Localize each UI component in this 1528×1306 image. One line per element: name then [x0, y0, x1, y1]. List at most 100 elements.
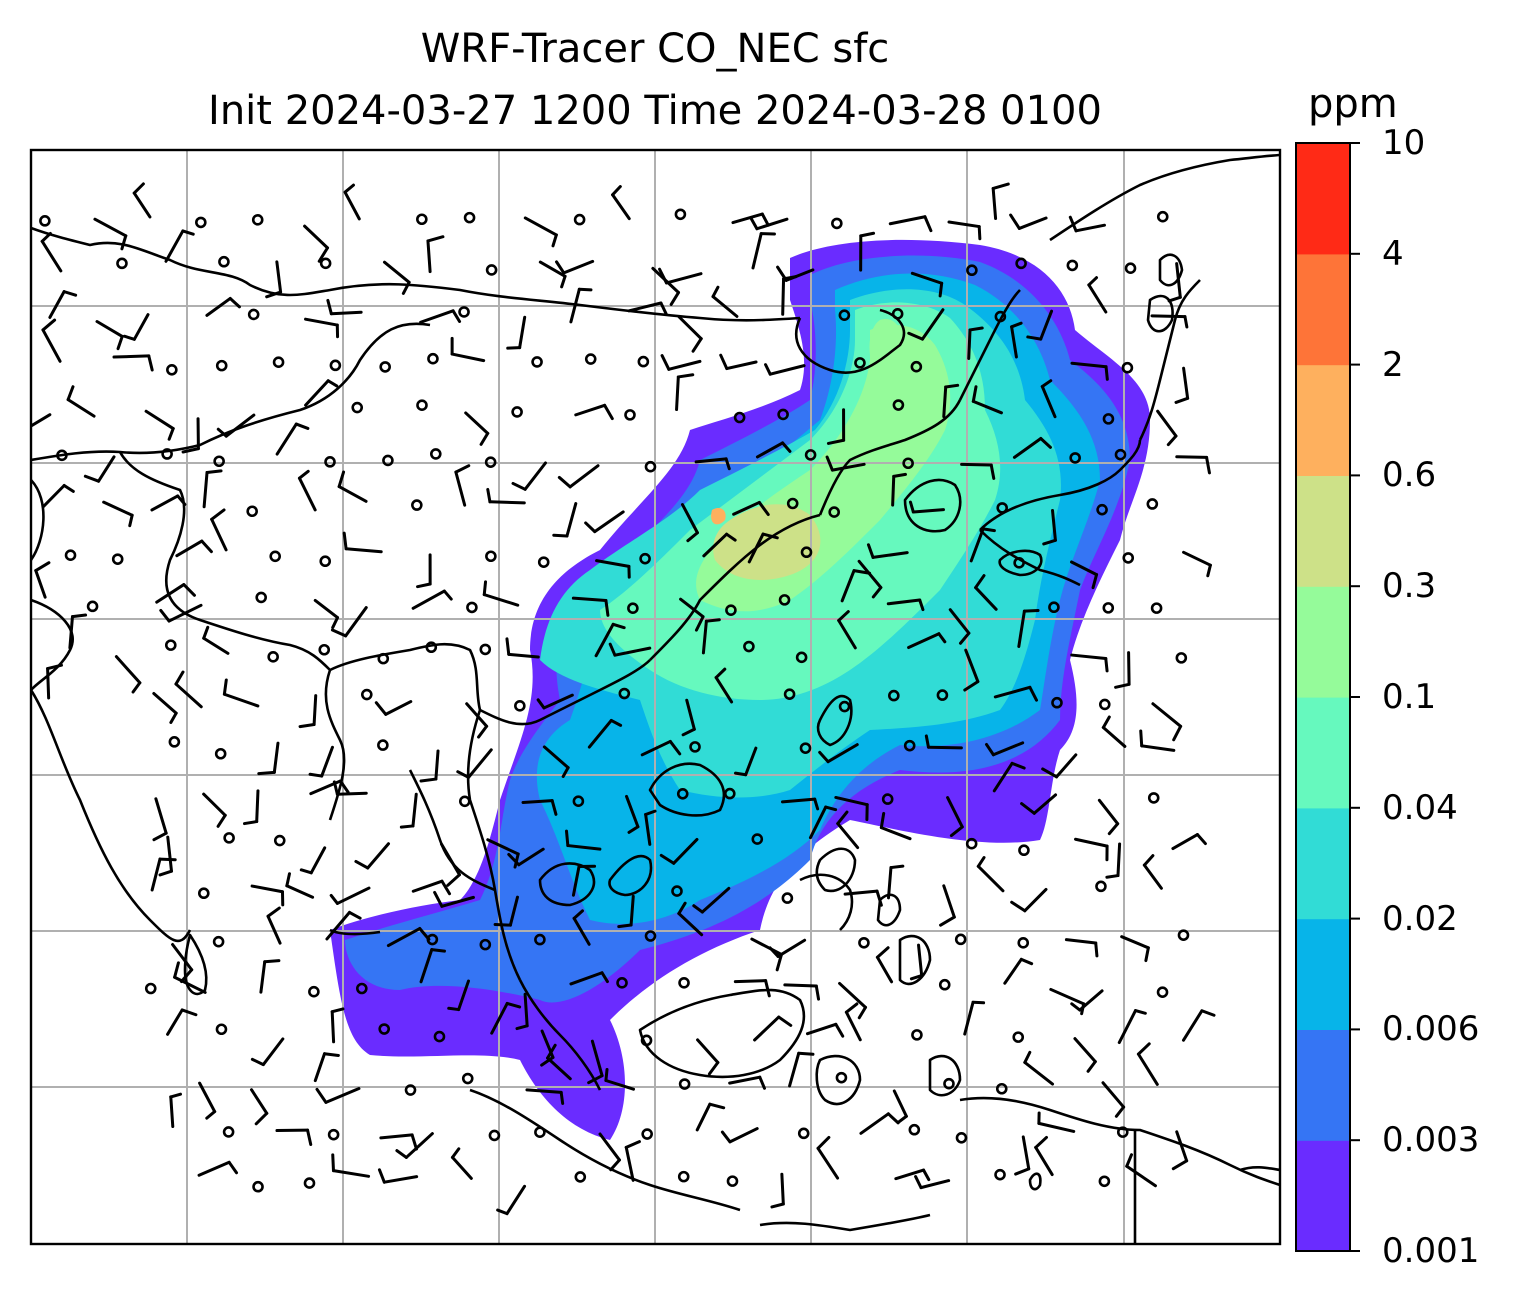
calm-wind-marker: [458, 306, 470, 318]
wind-barb: [604, 1068, 636, 1091]
coastline-segment: [518, 979, 602, 1091]
calm-wind-marker: [534, 933, 546, 946]
wind-barb: [343, 183, 361, 221]
colorbar-band: [1296, 364, 1350, 476]
calm-wind-marker: [584, 353, 597, 365]
wind-barb: [728, 1075, 766, 1090]
wind-barb: [818, 743, 859, 764]
wind-barb: [299, 846, 327, 875]
coastline-segment: [408, 769, 496, 892]
wind-barb: [1003, 957, 1034, 985]
colorbar-tick-label: 0.3: [1382, 566, 1437, 607]
coastline-segment: [958, 289, 1021, 401]
calm-wind-marker: [1098, 698, 1111, 711]
wind-barb: [493, 895, 519, 927]
calm-wind-marker: [197, 887, 210, 900]
calm-wind-marker: [903, 739, 916, 752]
wind-barb: [342, 531, 383, 554]
calm-wind-marker: [618, 687, 631, 700]
wind-barb: [859, 231, 876, 272]
calm-wind-marker: [484, 456, 497, 468]
colorbar-band: [1296, 475, 1350, 587]
colorbar-band: [1296, 143, 1350, 255]
calm-wind-marker: [111, 553, 124, 565]
colorbar-tick-label: 4: [1382, 233, 1404, 274]
wind-barb: [536, 693, 574, 710]
coastline-segment: [31, 322, 431, 462]
wind-barb: [1156, 409, 1178, 447]
calm-wind-marker: [572, 795, 585, 807]
calm-wind-marker: [1051, 696, 1063, 709]
wind-barb: [1117, 1009, 1147, 1045]
calm-wind-marker: [1012, 1031, 1025, 1043]
wind-barb: [382, 260, 411, 295]
coastline-segment: [469, 1088, 741, 1212]
wind-barb: [1026, 309, 1054, 341]
calm-wind-marker: [627, 602, 639, 615]
calm-wind-marker: [1124, 262, 1137, 275]
calm-wind-marker: [223, 832, 235, 844]
wind-barb: [197, 1160, 239, 1177]
wind-barb: [696, 1038, 720, 1076]
coastline-segment: [903, 478, 962, 533]
wind-barb: [805, 1022, 845, 1038]
calm-wind-marker: [800, 546, 813, 559]
wind-barb: [681, 698, 696, 737]
wind-barb: [354, 842, 390, 870]
wind-barb: [747, 532, 779, 564]
wind-barb: [1009, 213, 1048, 230]
calm-wind-marker: [269, 550, 281, 563]
coastline-segment: [1049, 153, 1280, 242]
wind-barb: [525, 1088, 565, 1105]
calm-wind-marker: [1013, 557, 1025, 569]
colorbar-band: [1296, 586, 1350, 698]
coastline-segment: [959, 1096, 1280, 1187]
wind-barb: [1041, 753, 1078, 779]
wind-barb: [1034, 1135, 1054, 1177]
wind-barb: [640, 739, 682, 757]
wind-barb: [1068, 215, 1106, 233]
wind-barb: [595, 559, 631, 579]
wind-barb: [465, 702, 489, 739]
calm-wind-marker: [214, 747, 227, 760]
coastline-segment: [1028, 1172, 1042, 1191]
wind-barb: [542, 745, 570, 778]
calm-wind-marker: [783, 688, 796, 700]
wind-barb: [701, 618, 721, 655]
calm-wind-marker: [267, 651, 279, 663]
wind-barb: [266, 906, 282, 945]
wind-barb: [511, 461, 547, 491]
calm-wind-marker: [1114, 448, 1127, 461]
wind-barb: [330, 606, 368, 638]
wind-barb: [93, 217, 128, 251]
wind-barb: [651, 266, 680, 306]
wind-barb: [150, 494, 187, 512]
calm-wind-marker: [1069, 452, 1081, 464]
wind-barb: [658, 267, 703, 285]
calm-wind-marker: [213, 455, 225, 468]
wind-barb: [755, 441, 792, 459]
wind-barb: [617, 894, 635, 929]
coastline-segment: [1239, 1165, 1280, 1172]
wind-barb: [426, 235, 445, 274]
calm-wind-marker: [1098, 1175, 1111, 1188]
wind-barb: [114, 655, 142, 694]
calm-wind-marker: [902, 457, 914, 470]
wind-barb: [250, 884, 285, 907]
calm-wind-marker: [689, 741, 701, 753]
wind-barb: [694, 457, 731, 471]
wind-barb: [379, 1133, 418, 1151]
wind-barb: [677, 901, 704, 937]
wind-barb: [298, 694, 318, 729]
wind-barb: [908, 500, 945, 514]
calm-wind-marker: [382, 454, 394, 467]
wind-barb: [523, 216, 558, 248]
calm-wind-marker: [616, 977, 628, 989]
wind-barb: [31, 413, 52, 428]
calm-wind-marker: [485, 264, 498, 276]
wind-barb: [257, 741, 280, 776]
wind-barb: [265, 260, 283, 299]
wind-barb: [974, 574, 998, 611]
wind-barb: [565, 829, 602, 851]
wind-barb: [677, 315, 703, 353]
